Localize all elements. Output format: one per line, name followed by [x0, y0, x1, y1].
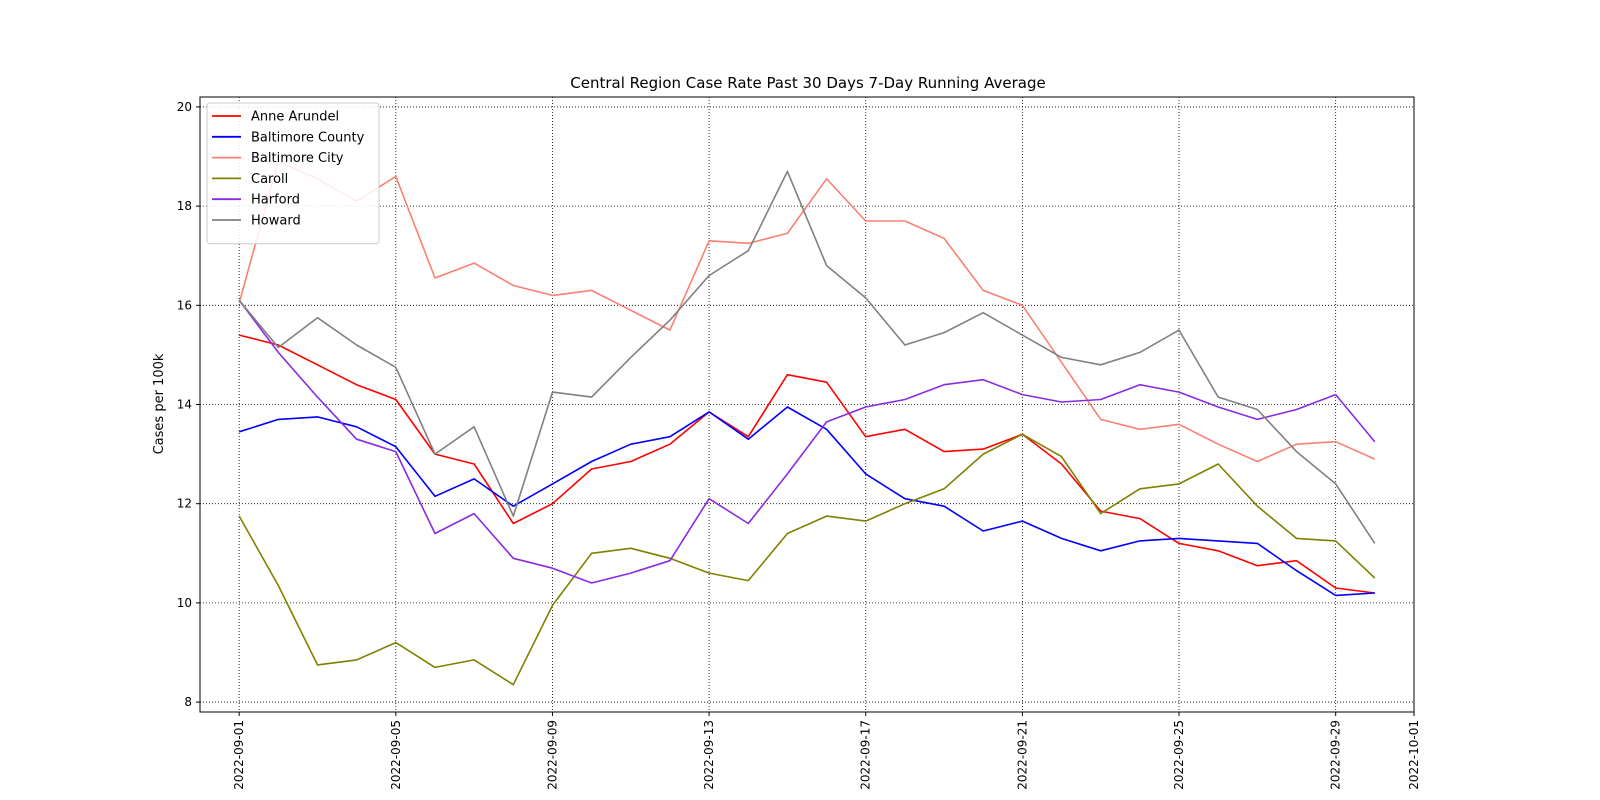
series-line-anne-arundel: [239, 334, 1375, 594]
series-line-caroll: [238, 433, 1376, 686]
y-tick-label: 10: [177, 596, 192, 610]
y-tick-label: 20: [177, 100, 192, 114]
legend-label: Caroll: [251, 172, 288, 187]
series-line-baltimore-county: [238, 406, 1375, 597]
series-line-howard: [238, 170, 1376, 544]
legend: Anne Arundel Baltimore County Baltimore Ci…: [206, 102, 380, 245]
legend-label: Baltimore County: [251, 130, 365, 145]
series-line-harford: [238, 299, 1376, 584]
y-tick-label: 16: [177, 298, 192, 312]
legend-box: [206, 102, 380, 245]
legend-label: Anne Arundel: [251, 110, 339, 125]
legend-label: Harford: [251, 193, 300, 208]
y-axis-label: Cases per 100k: [152, 353, 167, 454]
y-tick-label: 12: [177, 497, 192, 511]
x-tick-label: 2022-09-05: [389, 720, 403, 790]
x-tick-label: 2022-09-01: [232, 720, 246, 790]
x-tick-label: 2022-09-13: [702, 720, 716, 790]
legend-label: Howard: [251, 214, 301, 229]
chart-title: Central Region Case Rate Past 30 Days 7-…: [570, 74, 1045, 92]
y-tick-label: 14: [177, 398, 192, 412]
x-axis-ticks: 2022-09-01 2022-09-05 2022-09-09 2022-09-13…: [232, 712, 1421, 790]
y-tick-label: 18: [177, 199, 192, 213]
legend-label: Baltimore City: [251, 151, 344, 166]
x-tick-label: 2022-09-17: [859, 720, 873, 790]
x-tick-label: 2022-09-29: [1329, 720, 1343, 790]
series-lines: [238, 160, 1376, 686]
y-tick-label: 8: [184, 695, 192, 709]
series-line-baltimore-city: [238, 160, 1376, 463]
y-axis-ticks: 8 10 12 14 16 18 20: [177, 100, 200, 709]
x-tick-label: 2022-10-01: [1407, 720, 1421, 790]
x-tick-label: 2022-09-21: [1015, 720, 1029, 790]
x-tick-label: 2022-09-25: [1172, 720, 1186, 790]
x-tick-label: 2022-09-09: [545, 720, 559, 790]
